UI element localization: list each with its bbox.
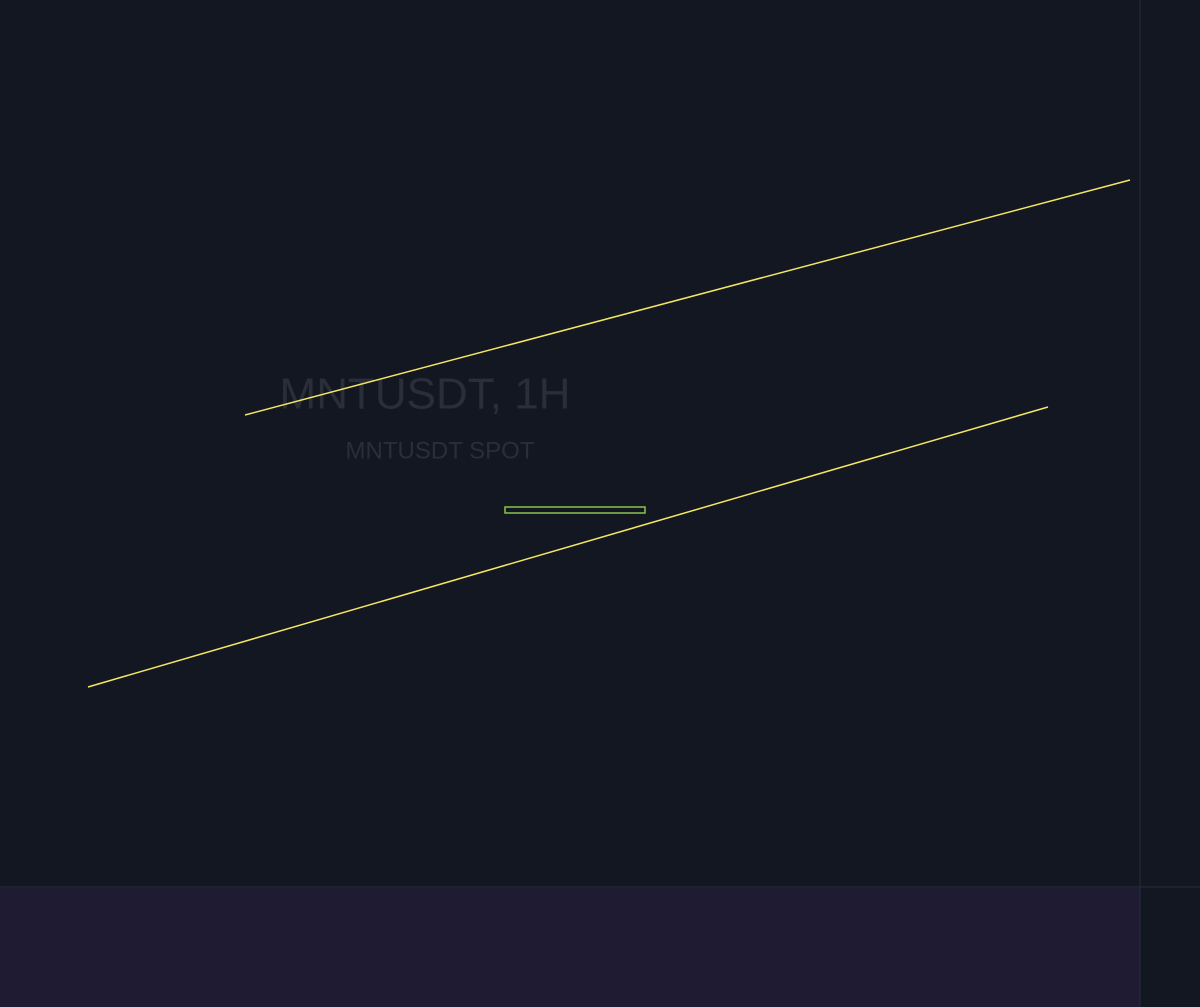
support-zone	[504, 506, 646, 514]
watermark-symbol: MNTUSDT, 1H	[280, 370, 571, 419]
watermark-exchange: MNTUSDT SPOT	[346, 437, 535, 464]
trendline-upper	[244, 179, 1131, 416]
rsi-pane	[0, 888, 1140, 1007]
trendline-lower	[87, 406, 1049, 688]
